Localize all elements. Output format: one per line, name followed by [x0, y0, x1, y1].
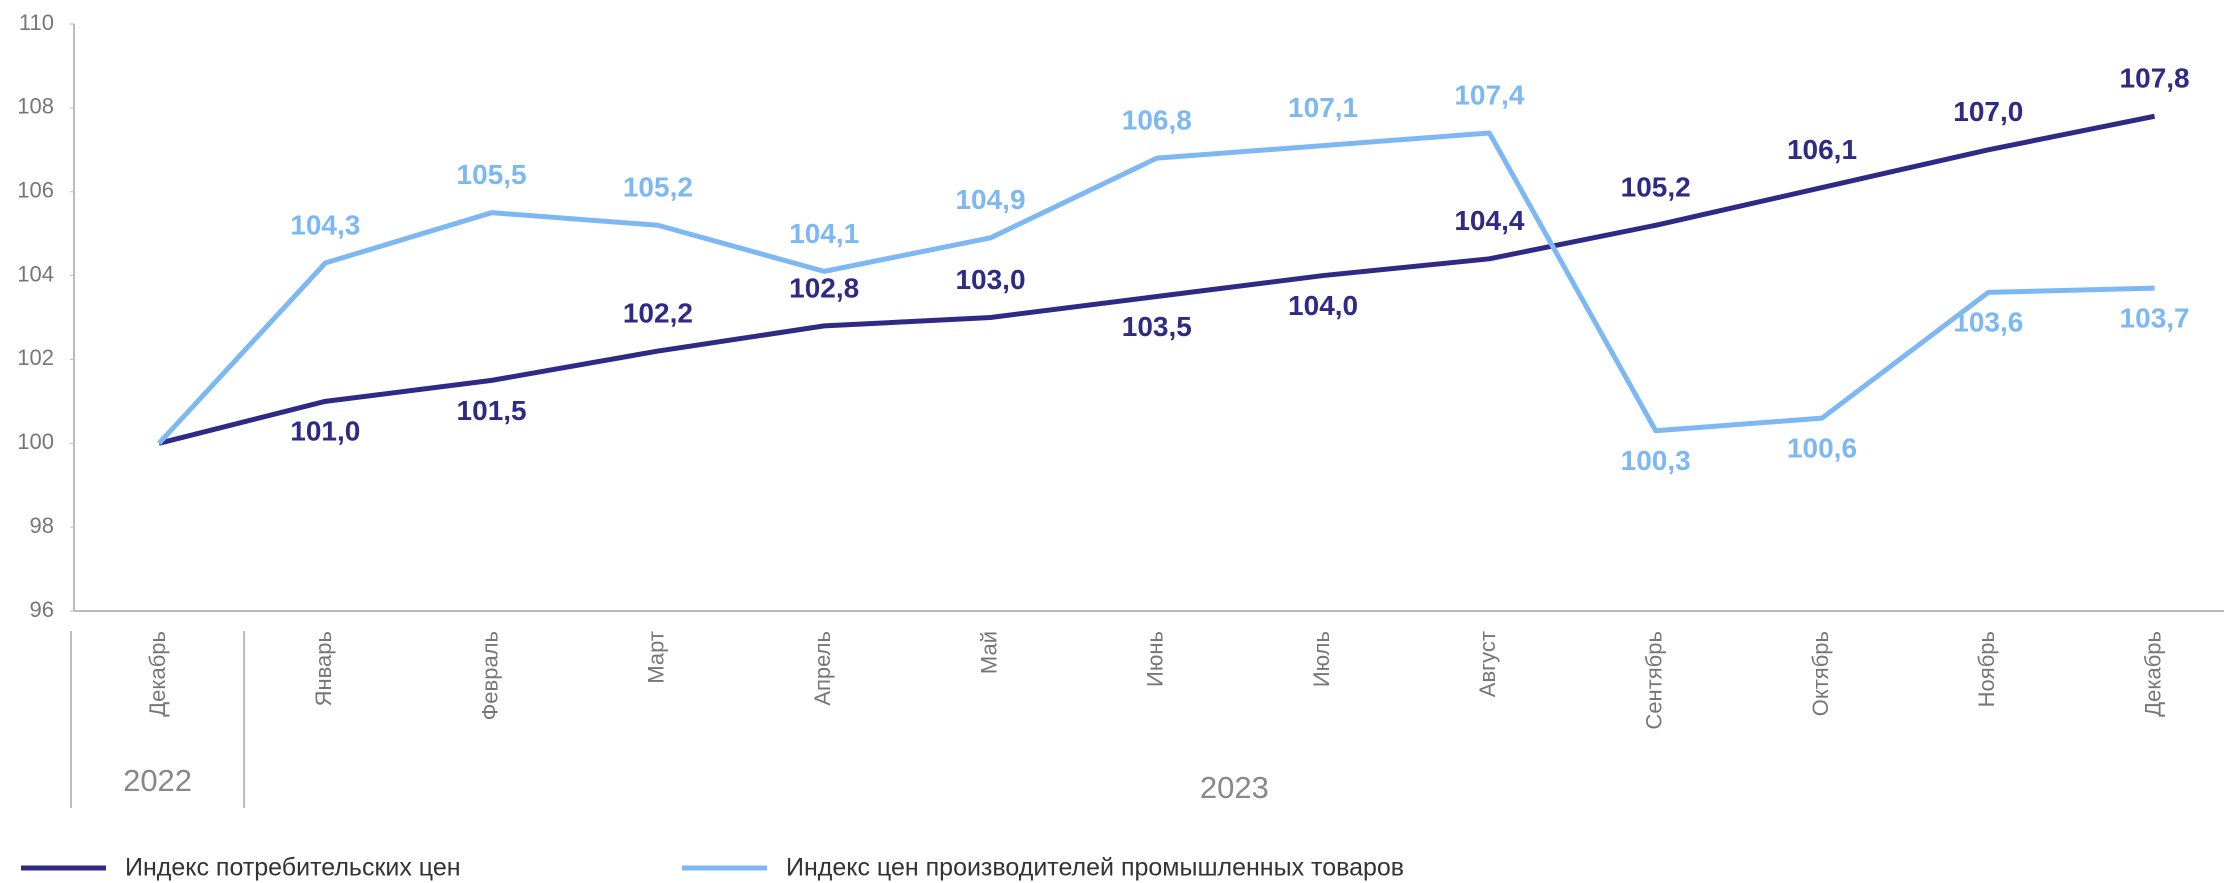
series-line	[158, 113, 2156, 446]
x-tick-label: Март	[644, 631, 669, 684]
value-label: 105,2	[623, 172, 693, 203]
y-tick-label: 110	[19, 10, 54, 35]
value-label: 103,7	[2120, 303, 2190, 334]
group-label: 2023	[1200, 770, 1269, 805]
x-tick-label: Декабрь	[2140, 631, 2165, 717]
value-label: 106,8	[1122, 105, 1192, 136]
y-tick-label: 100	[17, 429, 54, 454]
y-tick-label: 108	[17, 94, 54, 119]
x-tick-label: Август	[1475, 631, 1500, 697]
value-label: 103,0	[955, 264, 1025, 295]
value-label: 101,5	[457, 395, 527, 426]
y-tick-label: 102	[17, 345, 54, 370]
value-label: 104,1	[789, 218, 859, 249]
series-line	[157, 130, 2155, 445]
value-label: 102,2	[623, 297, 693, 328]
value-label: 104,0	[1288, 290, 1358, 321]
value-label: 104,4	[1454, 205, 1524, 236]
value-label: 107,4	[1454, 79, 1524, 110]
y-tick-label: 98	[30, 513, 54, 538]
x-tick-label: Май	[976, 631, 1001, 674]
x-tick-label: Январь	[311, 631, 336, 706]
legend-label: Индекс цен производителей промышленных т…	[786, 854, 1404, 882]
group-label: 2022	[123, 763, 192, 798]
value-label: 103,6	[1953, 307, 2023, 338]
x-tick-label: Ноябрь	[1974, 631, 1999, 707]
value-label: 104,3	[290, 209, 360, 240]
x-tick-label: Апрель	[810, 631, 835, 706]
x-tick-label: Сентябрь	[1642, 631, 1667, 730]
value-label: 107,1	[1288, 92, 1358, 123]
x-tick-label: Октябрь	[1808, 631, 1833, 716]
y-tick-label: 96	[30, 597, 54, 622]
x-tick-label: Декабрь	[145, 631, 170, 717]
x-tick-label: Июль	[1309, 631, 1334, 687]
value-label: 100,3	[1621, 445, 1691, 476]
value-label: 107,0	[1953, 96, 2023, 127]
y-tick-label: 106	[17, 178, 54, 203]
value-label: 107,8	[2120, 63, 2190, 94]
value-label: 105,5	[457, 159, 527, 190]
y-tick-label: 104	[17, 261, 54, 286]
value-label: 105,2	[1621, 172, 1691, 203]
x-tick-label: Февраль	[477, 631, 502, 720]
value-label: 100,6	[1787, 433, 1857, 464]
value-label: 101,0	[290, 416, 360, 447]
value-label: 104,9	[955, 184, 1025, 215]
legend-label: Индекс потребительских цен	[125, 854, 461, 882]
value-label: 106,1	[1787, 134, 1857, 165]
value-label: 103,5	[1122, 311, 1192, 342]
x-tick-label: Июнь	[1143, 631, 1168, 687]
value-label: 102,8	[789, 272, 859, 303]
